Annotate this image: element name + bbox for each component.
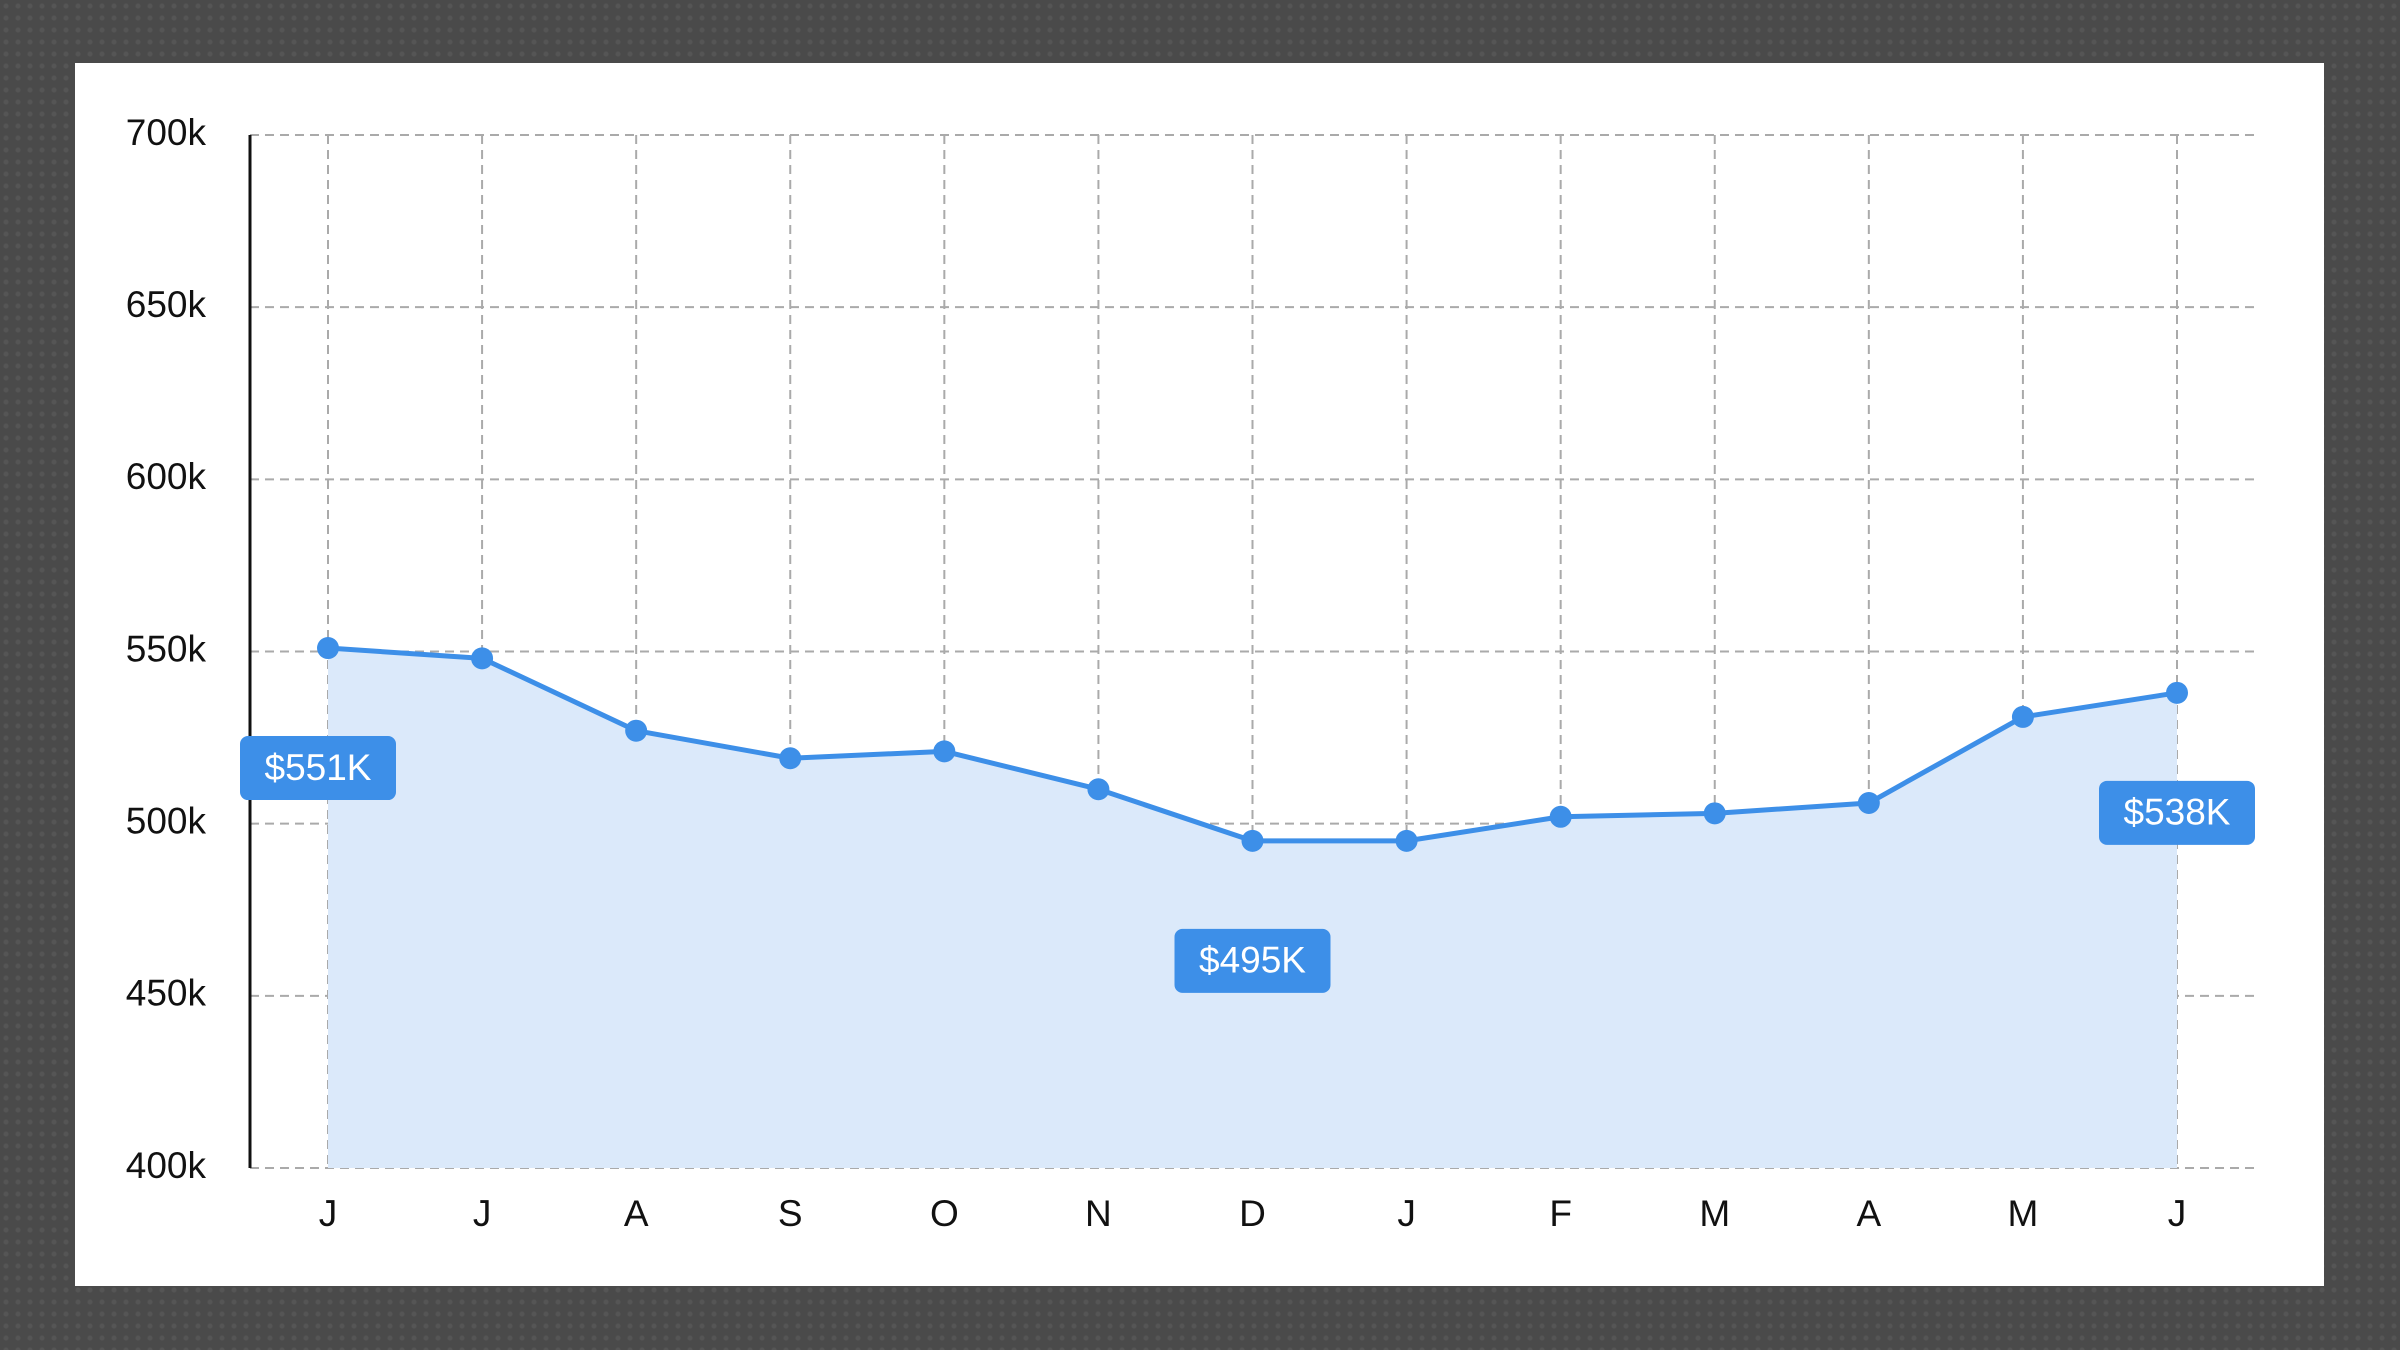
value-label-bg	[240, 736, 396, 801]
y-tick-label: 600k	[126, 456, 207, 497]
point	[2011, 705, 2034, 728]
y-tick-label: 650k	[126, 284, 207, 325]
point	[779, 747, 802, 770]
y-tick-label: 550k	[126, 628, 207, 669]
y-tick-label: 500k	[126, 800, 207, 841]
value-label-bg	[2099, 780, 2255, 845]
x-tick-label: J	[1397, 1193, 1416, 1234]
x-tick-label: D	[1239, 1193, 1266, 1234]
x-tick-label: A	[1856, 1193, 1881, 1234]
x-tick-label: M	[1699, 1193, 1730, 1234]
point	[2166, 681, 2188, 704]
x-tick-label: J	[473, 1193, 492, 1234]
x-tick-label: M	[2008, 1193, 2039, 1234]
x-tick-label: J	[2168, 1193, 2187, 1234]
x-tick-label: J	[319, 1193, 338, 1234]
point	[1857, 792, 1880, 815]
x-tick-label: A	[624, 1193, 649, 1234]
x-tick-label: F	[1549, 1193, 1572, 1234]
point	[625, 719, 648, 742]
x-tick-label: N	[1085, 1193, 1112, 1234]
point	[1087, 778, 1110, 801]
x-tick-label: S	[778, 1193, 803, 1234]
y-tick-label: 450k	[126, 973, 207, 1014]
value-label: $538K	[2124, 792, 2231, 833]
point	[1549, 805, 1572, 828]
area-fill	[328, 648, 2177, 1168]
point	[1241, 829, 1264, 852]
point	[933, 740, 956, 763]
x-tick-label: O	[930, 1193, 959, 1234]
value-label: $551K	[265, 747, 372, 788]
point	[317, 637, 339, 660]
point	[471, 647, 494, 670]
point	[1395, 829, 1418, 852]
y-tick-label: 400k	[126, 1145, 207, 1186]
value-label-bg	[1174, 928, 1331, 993]
value-label: $495K	[1199, 940, 1306, 981]
y-tick-label: 700k	[126, 112, 207, 153]
point	[1703, 802, 1726, 825]
